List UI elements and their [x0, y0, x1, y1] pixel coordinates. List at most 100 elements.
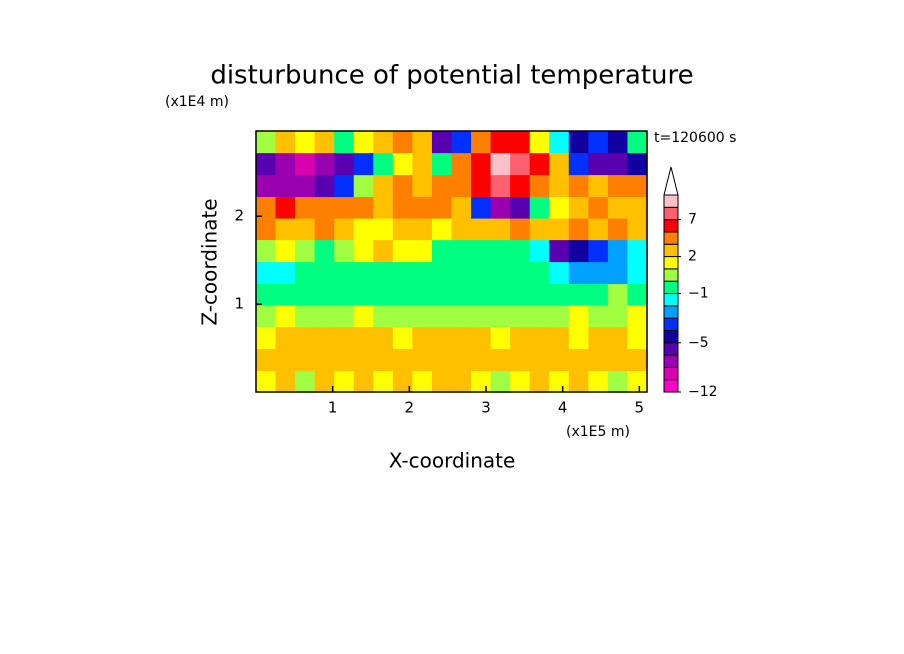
colorbar-box	[663, 305, 679, 319]
contour-cell	[607, 239, 629, 263]
contour-cell	[471, 174, 492, 198]
contour-cell	[295, 239, 316, 263]
contour-cell	[471, 305, 492, 328]
contour-cell	[334, 326, 355, 350]
contour-cell	[451, 131, 472, 154]
chart-title: disturbunce of potential temperature	[210, 61, 693, 91]
contour-cell	[295, 370, 316, 393]
contour-cell	[314, 348, 335, 372]
contour-cell	[529, 261, 550, 285]
contour-cell	[451, 174, 472, 198]
contour-cell	[314, 131, 335, 154]
contour-cell	[451, 283, 472, 306]
contour-cell	[334, 239, 355, 263]
contour-cell	[275, 261, 296, 285]
contour-cell	[627, 283, 648, 306]
contour-cell	[373, 305, 394, 328]
contour-cell	[549, 370, 570, 393]
contour-cell	[373, 131, 394, 154]
contour-cell	[314, 239, 335, 263]
contour-cell	[588, 131, 609, 154]
contour-cell	[295, 348, 316, 372]
contour-cell	[627, 152, 648, 176]
contour-cell	[549, 348, 570, 372]
colorbar-tick-label: −1	[688, 286, 709, 302]
contour-cell	[627, 348, 648, 372]
contour-cell	[529, 283, 550, 306]
contour-cell	[529, 152, 550, 176]
y-unit: (x1E4 m)	[165, 94, 229, 110]
contour-cell	[451, 196, 472, 219]
contour-cell	[607, 218, 629, 241]
contour-cell	[412, 239, 433, 263]
colorbar-tick-label: 2	[688, 249, 697, 265]
contour-cell	[373, 261, 394, 285]
contour-cell	[412, 283, 433, 306]
colorbar-box	[663, 379, 679, 393]
contour-cell	[314, 174, 335, 198]
colorbar-box	[663, 206, 679, 221]
x-unit: (x1E5 m)	[566, 424, 630, 440]
contour-cell	[471, 261, 492, 285]
colorbar-box	[663, 219, 679, 233]
contour-cell	[588, 348, 609, 372]
contour-cell	[627, 261, 648, 285]
contour-cell	[490, 370, 511, 393]
colorbar-box	[663, 194, 679, 208]
contour-cell	[588, 283, 609, 306]
contour-cell	[275, 239, 296, 263]
contour-cell	[607, 196, 629, 219]
contour-cell	[431, 305, 453, 328]
contour-cell	[549, 283, 570, 306]
contour-cell	[256, 218, 277, 241]
contour-cell	[568, 131, 589, 154]
x-tick-label: 5	[635, 399, 645, 417]
contour-cell	[392, 131, 413, 154]
contour-cell	[334, 174, 355, 198]
contour-cell	[295, 174, 316, 198]
contour-cell	[510, 174, 531, 198]
contour-cell	[373, 218, 394, 241]
contour-cell	[431, 261, 453, 285]
contour-cell	[471, 131, 492, 154]
contour-cell	[490, 283, 511, 306]
contour-cell	[392, 370, 413, 393]
contour-cell	[412, 326, 433, 350]
contour-cell	[373, 196, 394, 219]
contour-cell	[256, 196, 277, 219]
contour-cell	[568, 261, 589, 285]
contour-cell	[549, 174, 570, 198]
y-tick-label: 1	[234, 295, 244, 313]
contour-cell	[295, 283, 316, 306]
contour-cell	[314, 305, 335, 328]
contour-cell	[392, 283, 413, 306]
contour-cell	[510, 131, 531, 154]
contour-cell	[549, 261, 570, 285]
contour-cell	[451, 305, 472, 328]
colorbar-box	[663, 268, 679, 282]
contour-cell	[510, 218, 531, 241]
contour-cell	[353, 174, 374, 198]
colorbar-box	[663, 342, 679, 356]
contour-cell	[256, 239, 277, 263]
contour-cell	[568, 370, 589, 393]
contour-cell	[256, 283, 277, 306]
contour-cell	[451, 261, 472, 285]
contour-cell	[431, 152, 453, 176]
contour-cell	[334, 305, 355, 328]
plot-frame	[255, 130, 648, 393]
contour-cell	[490, 174, 511, 198]
contour-cell	[334, 283, 355, 306]
contour-cell	[588, 152, 609, 176]
contour-cell	[549, 196, 570, 219]
contour-cell	[334, 152, 355, 176]
contour-cell	[373, 239, 394, 263]
contour-cell	[412, 305, 433, 328]
colorbar-box	[663, 280, 679, 294]
contour-cell	[490, 261, 511, 285]
contour-cell	[451, 348, 472, 372]
contour-cell	[607, 283, 629, 306]
contour-cell	[510, 370, 531, 393]
contour-cell	[510, 283, 531, 306]
